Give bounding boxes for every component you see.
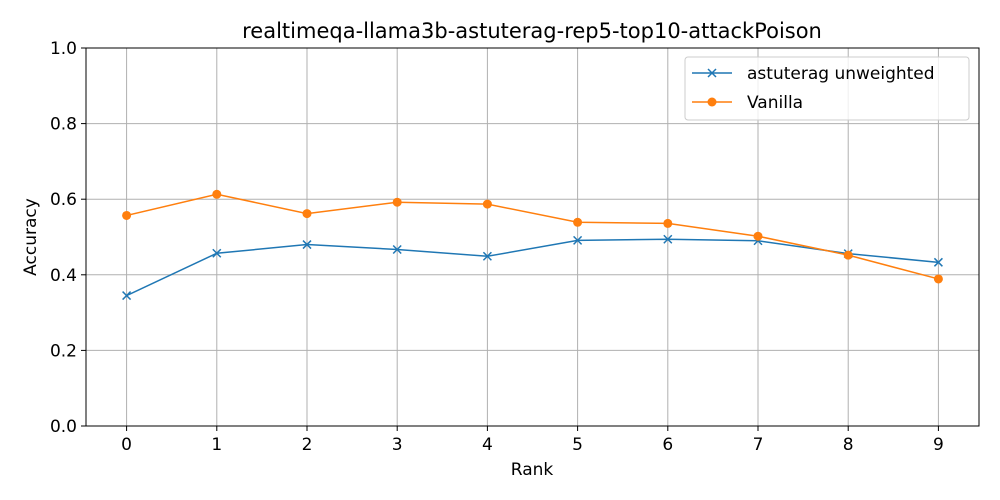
legend-item: Vanilla xyxy=(692,93,803,113)
data-point xyxy=(482,199,492,209)
y-axis-label: Accuracy xyxy=(21,198,41,276)
data-point xyxy=(933,257,943,267)
data-point xyxy=(663,234,673,244)
x-tick-label: 9 xyxy=(933,435,944,455)
y-tick-label: 0.2 xyxy=(50,341,77,361)
chart-title: realtimeqa-llama3b-astuterag-rep5-top10-… xyxy=(242,19,822,43)
legend: astuterag unweighted Vanilla xyxy=(684,56,970,121)
x-tick-label: 6 xyxy=(662,435,673,455)
series-layer xyxy=(122,189,943,301)
series-1 xyxy=(122,189,943,284)
x-tick-label: 4 xyxy=(482,435,493,455)
y-tick-label: 0.4 xyxy=(50,266,77,286)
data-point xyxy=(843,250,853,260)
data-point xyxy=(573,217,583,227)
data-point xyxy=(302,209,312,219)
data-point xyxy=(392,197,402,207)
x-tick-label: 0 xyxy=(121,435,132,455)
data-point xyxy=(392,244,402,255)
y-tick-label: 0.8 xyxy=(50,115,77,135)
x-tick-label: 1 xyxy=(211,435,222,455)
data-point xyxy=(212,248,222,258)
x-tick-label: 3 xyxy=(392,435,403,455)
y-tick-label: 1.0 xyxy=(50,39,77,59)
y-tick-label: 0.6 xyxy=(50,190,77,210)
legend-item: astuterag unweighted xyxy=(692,64,935,84)
data-point xyxy=(302,240,312,250)
x-tick-label: 7 xyxy=(753,435,764,455)
y-tick-label: 0.0 xyxy=(50,417,77,437)
data-point xyxy=(663,218,673,228)
legend-box xyxy=(684,56,970,121)
data-point xyxy=(122,291,132,301)
data-point xyxy=(933,274,943,284)
legend-label: astuterag unweighted xyxy=(747,64,935,84)
x-tick-label: 5 xyxy=(572,435,583,455)
x-axis-label: Rank xyxy=(511,460,554,480)
data-point xyxy=(753,231,763,241)
legend-swatch-marker xyxy=(707,97,717,107)
series-line xyxy=(126,238,939,297)
x-tick-label: 2 xyxy=(302,435,313,455)
data-point xyxy=(212,189,222,199)
series-line xyxy=(126,193,939,280)
series-0 xyxy=(122,234,943,301)
data-point xyxy=(482,251,492,261)
plot-frame xyxy=(85,47,980,427)
legend-label: Vanilla xyxy=(747,93,803,113)
axis-ticks: 0 1 2 3 4 5 6 7 8 9 0.0 0.2 0.4 0.6 0.8 1.0 xyxy=(50,39,944,455)
data-point xyxy=(573,235,583,245)
legend-swatch-marker xyxy=(707,68,717,78)
x-tick-label: 8 xyxy=(843,435,854,455)
data-point xyxy=(122,210,132,220)
